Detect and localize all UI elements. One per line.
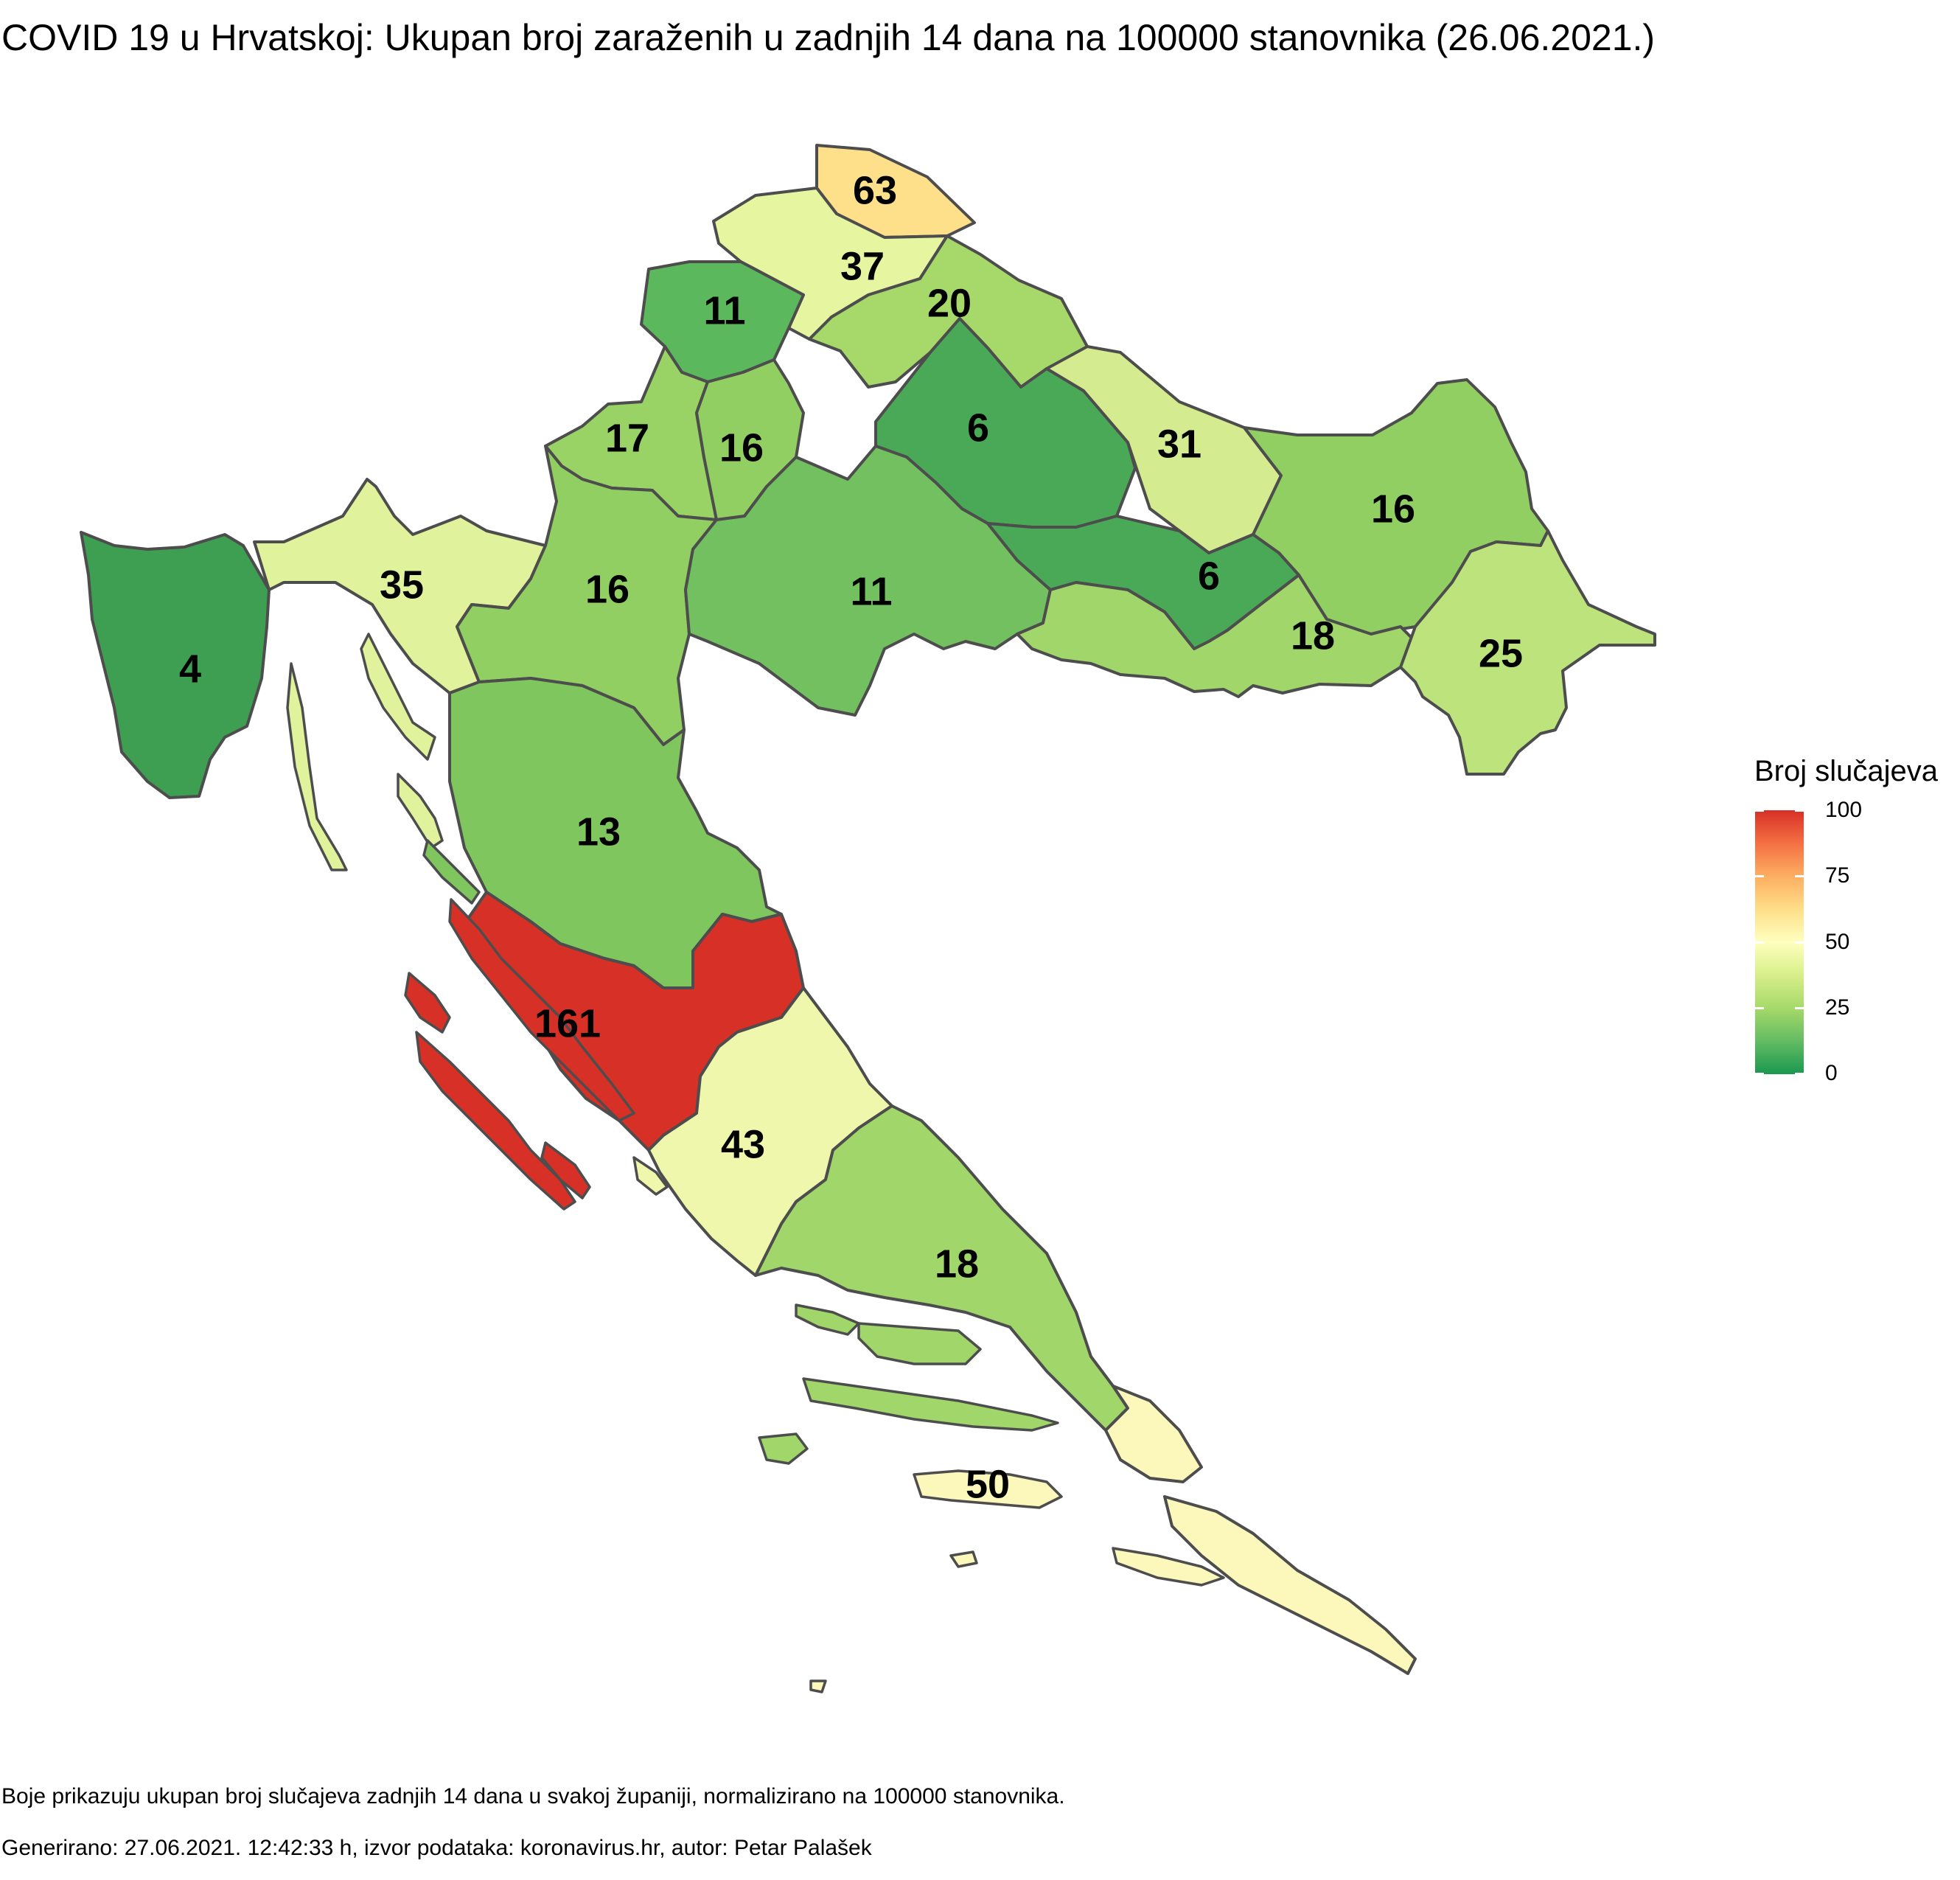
county-value-label: 161	[534, 1001, 601, 1045]
county-value-label: 4	[179, 647, 201, 691]
county-region	[1104, 1385, 1203, 1483]
county-value-label: 50	[966, 1462, 1010, 1506]
island	[286, 662, 348, 871]
county-value-label: 13	[576, 810, 621, 854]
county-value-label: 20	[927, 281, 972, 325]
county-region	[80, 531, 271, 799]
county-value-label: 16	[585, 567, 629, 611]
island	[448, 898, 635, 1122]
legend-title: Broj slučajeva	[1754, 755, 1939, 787]
island	[795, 1303, 860, 1336]
county-value-label: 25	[1479, 631, 1523, 675]
map-title: COVID 19 u Hrvatskoj: Ukupan broj zaraže…	[1, 17, 1656, 58]
map-credits: Generirano: 27.06.2021. 12:42:33 h, izvo…	[1, 1836, 872, 1860]
island	[809, 1679, 827, 1693]
legend-tick-label: 25	[1825, 995, 1850, 1020]
legend-tick-label: 50	[1825, 930, 1850, 954]
county-value-label: 17	[605, 416, 649, 460]
island	[949, 1550, 978, 1568]
county-value-label: 16	[1371, 487, 1415, 531]
island	[857, 1322, 982, 1365]
island	[1112, 1547, 1225, 1587]
island	[397, 773, 444, 849]
county-value-label: 11	[703, 288, 745, 333]
county-value-label: 18	[935, 1242, 979, 1286]
island	[632, 1156, 669, 1196]
island	[415, 1031, 576, 1211]
county-value-label: 6	[1198, 554, 1220, 598]
island	[758, 1432, 809, 1465]
legend-tick-label: 0	[1825, 1061, 1838, 1085]
island	[404, 972, 451, 1034]
county-value-label: 6	[967, 405, 989, 450]
county-value-label: 37	[840, 244, 885, 288]
county-value-label: 18	[1291, 613, 1335, 658]
legend-tick-label: 75	[1825, 863, 1850, 888]
island	[802, 1377, 1059, 1432]
county-region	[1399, 529, 1656, 776]
island	[360, 633, 436, 761]
map-caption: Boje prikazuju ukupan broj slučajeva zad…	[1, 1784, 1065, 1808]
county-value-label: 43	[721, 1122, 765, 1166]
county-value-label: 31	[1157, 422, 1202, 466]
island	[913, 1469, 1063, 1509]
legend-tick-label: 100	[1825, 798, 1863, 822]
county-value-label: 11	[850, 569, 892, 613]
county-region	[754, 1104, 1129, 1432]
island	[422, 839, 481, 905]
island	[540, 1141, 591, 1200]
county-value-label: 63	[853, 168, 897, 212]
county-value-label: 16	[719, 425, 764, 470]
county-value-label: 35	[380, 563, 424, 607]
county-region	[1163, 1495, 1417, 1675]
